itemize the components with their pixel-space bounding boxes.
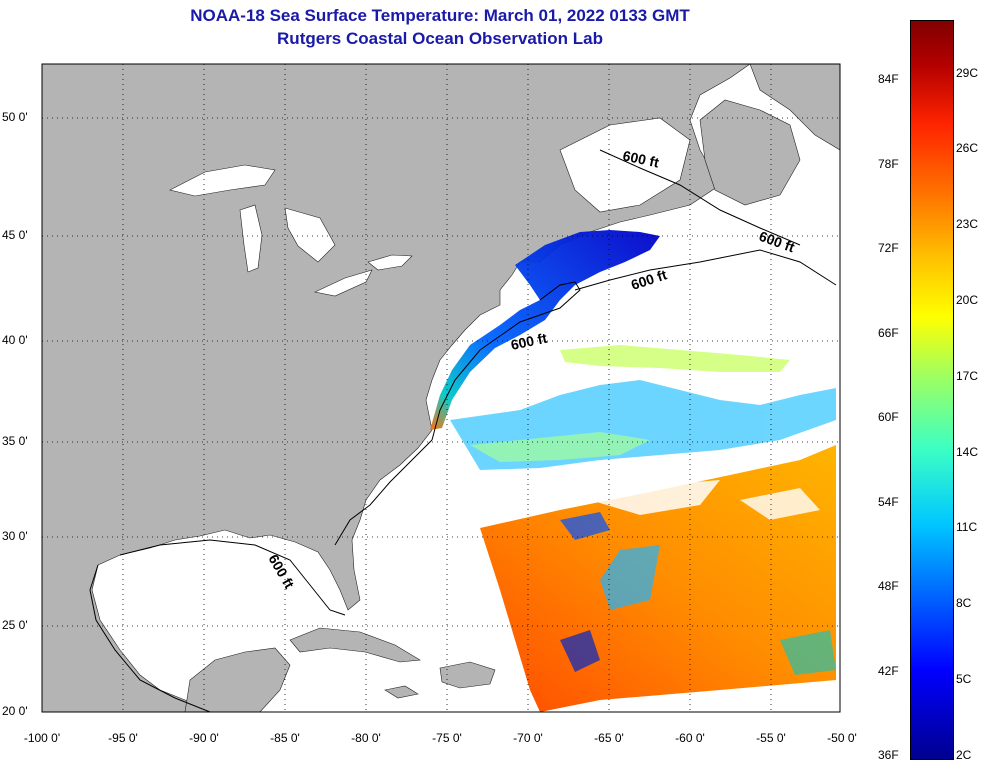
colorbar-f-label: 42F	[878, 664, 899, 678]
cloud-patches	[560, 480, 836, 675]
longitude-label: -95 0'	[108, 731, 138, 745]
longitude-label: -50 0'	[827, 731, 857, 745]
jamaica-land	[384, 685, 419, 699]
colorbar-c-label: 23C	[956, 217, 979, 231]
latitude-label: 25 0'	[2, 618, 28, 632]
colorbar-c-label: 29C	[956, 66, 979, 80]
contour-label: 600 ft	[621, 147, 660, 170]
colorbar-f-label: 66F	[878, 326, 899, 340]
colorbar-c-label: 11C	[956, 520, 978, 534]
colorbar-c-label: 17C	[956, 369, 979, 383]
longitude-label: -100 0'	[23, 731, 61, 745]
colorbar-f-label: 54F	[878, 495, 899, 509]
scattered-sst-pixels	[450, 345, 836, 470]
lake-ontario	[367, 254, 413, 271]
colorbar-c-label: 5C	[956, 672, 972, 686]
lake-superior	[169, 164, 276, 197]
longitude-label: -85 0'	[270, 731, 300, 745]
colorbar-f-label: 84F	[878, 72, 899, 86]
latitude-label: 30 0'	[2, 529, 28, 543]
lake-huron	[284, 207, 336, 263]
latitude-label: 20 0'	[2, 704, 28, 718]
colorbar-f-label: 72F	[878, 241, 899, 255]
graticule	[42, 64, 840, 712]
contour-label: 600 ft	[509, 330, 548, 353]
lake-michigan	[239, 204, 263, 273]
lake-erie	[314, 269, 373, 297]
longitude-label: -60 0'	[675, 731, 705, 745]
latitude-label: 45 0'	[2, 228, 28, 242]
map-title: NOAA-18 Sea Surface Temperature: March 0…	[190, 6, 690, 25]
cuba-land	[289, 627, 421, 663]
colorbar-c-label: 20C	[956, 293, 979, 307]
latitude-label: 35 0'	[2, 434, 28, 448]
cold-shelf-sst	[430, 230, 660, 430]
longitude-label: -70 0'	[513, 731, 543, 745]
longitude-label: -65 0'	[594, 731, 624, 745]
longitude-label: -80 0'	[351, 731, 381, 745]
colorbar-f-label: 36F	[878, 748, 899, 762]
colorbar-f-label: 60F	[878, 410, 899, 424]
map-frame	[41, 63, 841, 713]
colorbar-c-label: 26C	[956, 141, 979, 155]
colorbar-c-label: 8C	[956, 596, 972, 610]
longitude-label: -75 0'	[432, 731, 462, 745]
gulf-of-st-lawrence	[559, 117, 691, 213]
map-subtitle: Rutgers Coastal Ocean Observation Lab	[277, 29, 603, 48]
colorbar-f-label: 48F	[878, 579, 899, 593]
colorbar-c-label: 14C	[956, 445, 979, 459]
hispaniola-land	[439, 661, 496, 689]
colorbar-f-label: 78F	[878, 157, 899, 171]
labrador-land	[749, 64, 840, 151]
longitude-label: -55 0'	[756, 731, 786, 745]
yucatan-land	[184, 647, 291, 712]
longitude-label: -90 0'	[189, 731, 219, 745]
isobath-contours	[89, 149, 837, 712]
newfoundland-land	[699, 99, 801, 206]
latitude-label: 40 0'	[2, 333, 28, 347]
colorbar-c-label: 2C	[956, 748, 972, 762]
latitude-label: 50 0'	[2, 110, 28, 124]
temperature-colorbar	[910, 20, 954, 760]
